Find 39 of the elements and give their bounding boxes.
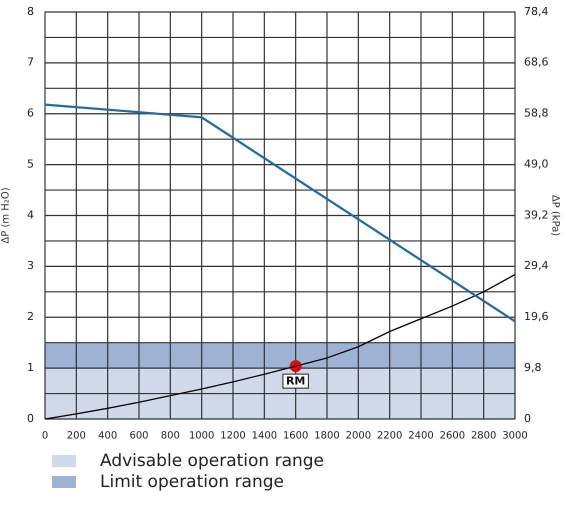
x-tick-label: 1000 [188,430,214,442]
x-tick-label: 3000 [502,430,528,442]
x-tick-label: 800 [160,430,180,442]
y2-tick-label: 9,8 [524,360,542,374]
x-tick-label: 1400 [252,430,278,442]
y2-tick-label: 78,4 [524,4,548,18]
y-tick-label: 5 [27,157,34,170]
x-tick-label: 1600 [282,430,308,442]
x-tick-label: 2600 [440,430,466,442]
y-axis-title: ΔP (m H₂O) [0,187,12,244]
legend-label: Advisable operation range [100,450,324,470]
y-tick-label: 3 [27,259,34,272]
annotation: RM [286,374,306,388]
x-tick-label: 400 [98,430,118,442]
x-tick-label: 600 [129,430,149,442]
y-tick-label: 7 [27,56,34,69]
legend-label: Limit operation range [100,472,284,492]
x-tick-label: 200 [66,430,86,442]
x-tick-label: 2800 [470,430,496,442]
y2-tick-label: 49,0 [524,157,548,170]
x-tick-label: 2000 [346,430,372,442]
y2-tick-label: 58,8 [524,106,548,120]
y2-axis-title: ΔP (kPa) [549,194,560,236]
x-tick-label: 2400 [408,430,434,442]
x-tick-label: 2200 [376,430,402,442]
y2-tick-label: 19,6 [524,310,548,324]
x-tick-label: 1200 [220,430,246,442]
y2-tick-label: 29,4 [524,259,548,272]
x-tick-label: 0 [42,430,48,442]
y-tick-label: 1 [27,360,34,374]
y-tick-label: 4 [27,208,34,222]
y2-tick-label: 0 [524,412,531,425]
y2-tick-label: 39,2 [524,208,548,222]
y2-tick-label: 68,6 [524,56,548,69]
y-tick-label: 8 [27,4,34,18]
y-tick-label: 6 [27,106,34,120]
y-tick-label: 2 [27,310,34,324]
y-tick-label: 0 [27,412,34,425]
x-tick-label: 1800 [314,430,340,442]
